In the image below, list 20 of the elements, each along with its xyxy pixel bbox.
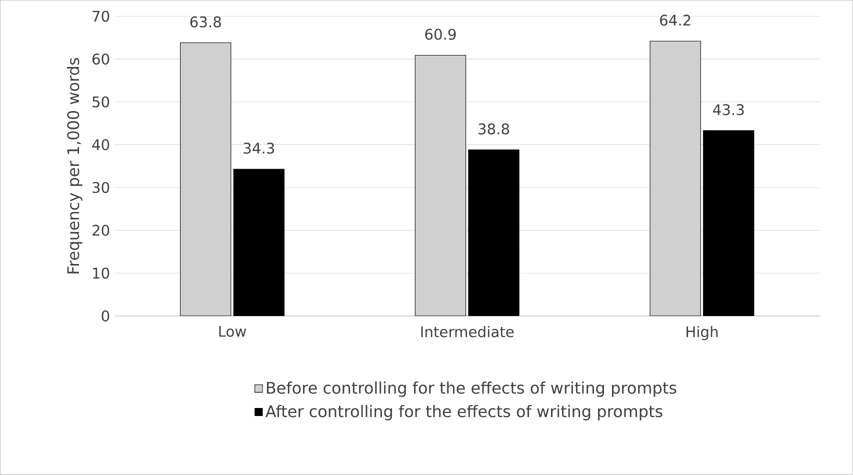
data-label: 64.2: [660, 14, 690, 26]
y-tick-label: 20: [92, 224, 110, 236]
x-tick-label: Low: [219, 326, 246, 337]
y-tick-label: 40: [92, 139, 110, 150]
legend-label: After controlling for the effects of writing prompts: [266, 405, 662, 421]
data-label: 43.3: [713, 104, 744, 116]
data-label: 60.9: [425, 28, 456, 40]
x-tick-label: High: [686, 326, 718, 340]
y-tick-label: 0: [102, 310, 110, 322]
data-label: 34.3: [244, 142, 274, 154]
data-label: 63.8: [190, 16, 221, 28]
y-axis-title: Frequency per 1,000 words: [66, 58, 82, 274]
data-label: 38.8: [478, 124, 510, 135]
y-tick-label: 70: [92, 10, 110, 22]
y-tick-label: 10: [93, 268, 110, 279]
y-tick-label: 30: [92, 182, 110, 194]
y-tick-label: 50: [92, 96, 110, 108]
legend-label: Before controlling for the effects of writing prompts: [266, 382, 676, 398]
y-tick-label: 60: [92, 54, 110, 65]
x-tick-label: Intermediate: [421, 326, 514, 338]
